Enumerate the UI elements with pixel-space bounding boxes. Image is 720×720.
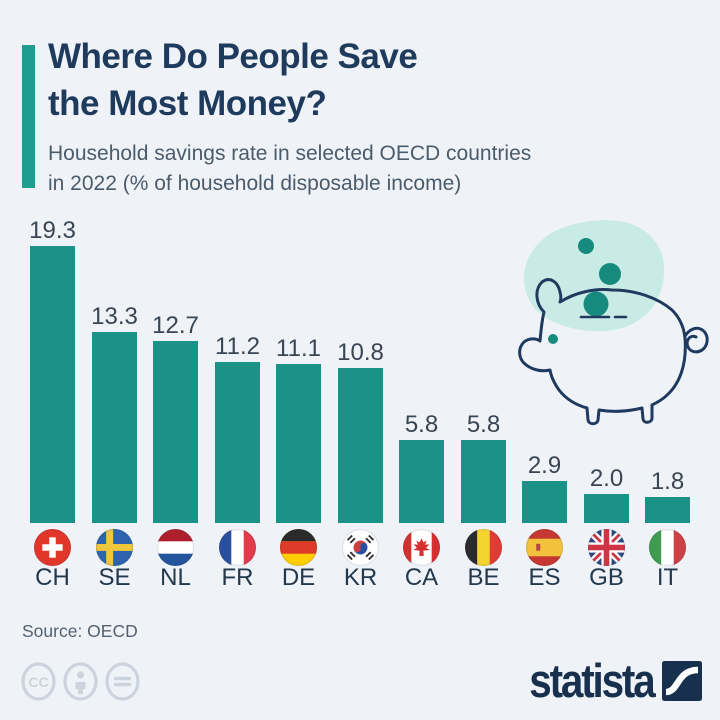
source-label: Source: OECD (22, 621, 138, 641)
flag-icon-switzerland (34, 529, 71, 566)
bar-value-label: 13.3 (91, 303, 138, 330)
accent-bar (22, 45, 35, 188)
country-code-label: ES (528, 564, 561, 591)
teal-blob (524, 220, 665, 332)
country-code-label: BE (467, 564, 500, 591)
pig-eye (548, 334, 558, 344)
bar-NL (153, 341, 198, 523)
bar-KR (338, 368, 383, 523)
country-code-label: FR (221, 564, 254, 591)
coin-small (578, 238, 594, 254)
bar-value-label: 2.9 (527, 452, 562, 479)
flag-icon-netherlands (157, 529, 194, 566)
coin-medium (599, 263, 621, 285)
bar-DE (276, 364, 321, 523)
bar-CA (399, 440, 444, 523)
flag-icon-italy (649, 529, 686, 566)
bar-value-label: 12.7 (152, 312, 199, 339)
country-code-label: IT (656, 564, 679, 591)
country-code-label: CA (404, 564, 439, 591)
statista-logo-text: statista (529, 654, 656, 707)
bar-IT (645, 497, 690, 523)
flag-icon-united-kingdom (588, 529, 625, 566)
flag-icon-france (219, 529, 256, 566)
bar-CH (30, 246, 75, 523)
flag-icon-sweden (96, 529, 133, 566)
flag-icon-belgium (465, 529, 502, 566)
country-code-label: GB (589, 564, 624, 591)
flag-icon-canada (403, 529, 440, 566)
bar-GB (584, 494, 629, 523)
pig-outline (518, 278, 687, 426)
country-code-label: DE (281, 564, 316, 591)
flag-icon-spain (526, 529, 563, 566)
bar-BE (461, 440, 506, 523)
bar-SE (92, 332, 137, 523)
country-code-label: KR (343, 564, 378, 591)
bar-value-label: 5.8 (404, 411, 439, 438)
piggy-bank-illustration (518, 220, 709, 426)
statista-branding: statista (509, 654, 702, 707)
svg-text:CC: CC (28, 674, 48, 690)
bar-value-label: 11.2 (215, 333, 260, 360)
country-code-label: CH (35, 564, 70, 591)
flag-icon-south-korea (342, 529, 379, 566)
title-line-1: Where Do People Save (48, 37, 418, 76)
attribution-person-icon (63, 662, 98, 701)
equals-icon (105, 662, 140, 701)
cc-icon: CC (21, 662, 56, 701)
country-code-label: SE (98, 564, 131, 591)
title-line-2: the Most Money? (48, 84, 327, 123)
coin-large (583, 291, 609, 317)
bar-value-label: 11.1 (276, 335, 321, 362)
country-code-label: NL (160, 564, 191, 591)
license-icons: CC (20, 661, 141, 702)
flag-icon-germany (280, 529, 317, 566)
pig-tail (683, 326, 709, 354)
bar-FR (215, 362, 260, 523)
bar-ES (522, 481, 567, 523)
bar-value-label: 5.8 (466, 411, 501, 438)
subtitle-line-2: in 2022 (% of household disposable incom… (48, 172, 462, 195)
page-subtitle: Household savings rate in selected OECD … (48, 139, 531, 199)
statista-logo-icon (662, 661, 702, 701)
subtitle-line-1: Household savings rate in selected OECD … (48, 142, 532, 165)
bar-value-label: 19.3 (29, 217, 76, 244)
bar-value-label: 10.8 (337, 339, 384, 366)
page-title: Where Do People Save the Most Money? (48, 33, 418, 127)
bar-value-label: 1.8 (650, 468, 685, 495)
bar-value-label: 2.0 (589, 465, 624, 492)
